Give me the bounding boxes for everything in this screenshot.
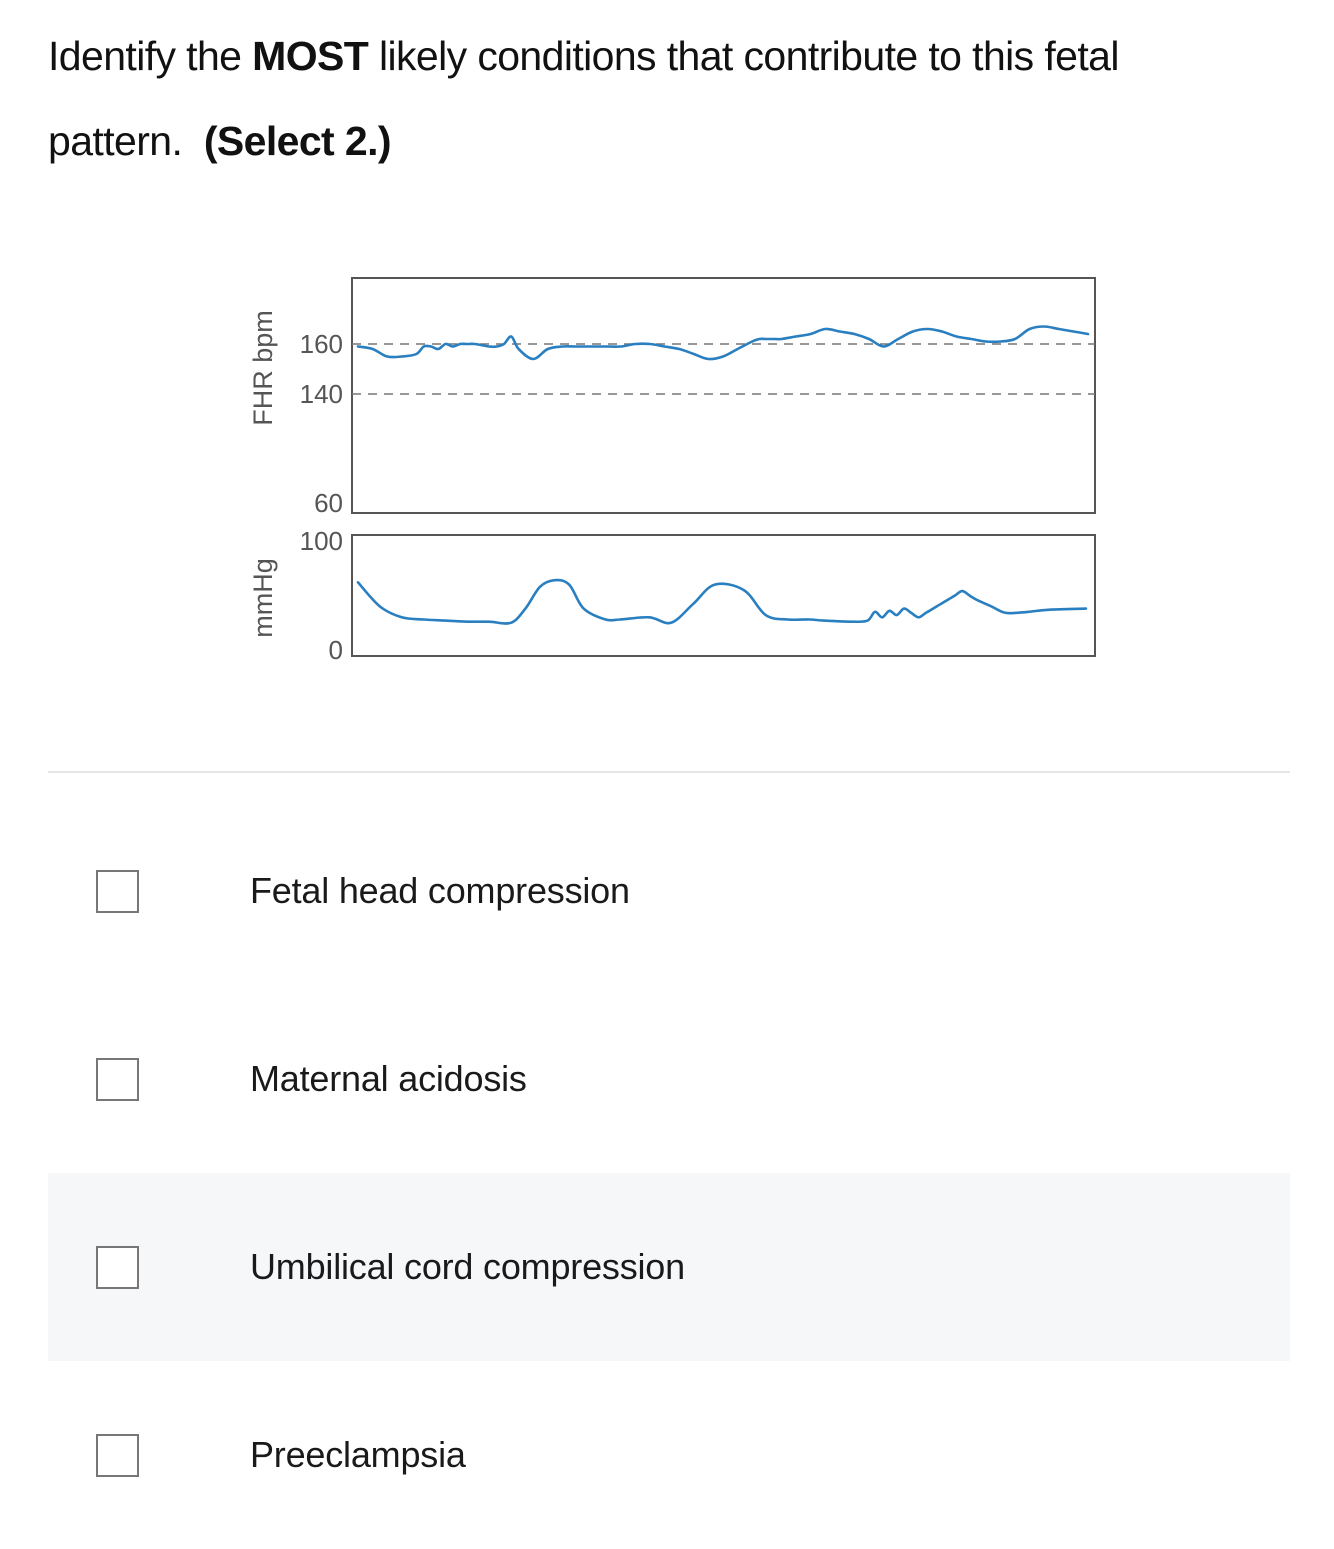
option-maternal-acidosis[interactable]: Maternal acidosis xyxy=(48,985,1290,1173)
uc-frame xyxy=(351,534,1096,657)
fhr-tick-label: 160 xyxy=(300,329,343,359)
uc-tick-label: 0 xyxy=(329,635,343,665)
option-label: Umbilical cord compression xyxy=(250,1246,685,1287)
uc-series-line xyxy=(356,578,1088,625)
uc-tick-label: 100 xyxy=(300,526,343,556)
fhr-tick-label: 140 xyxy=(300,379,343,409)
question-emphasis: MOST xyxy=(252,33,369,79)
fhr-tick-label: 60 xyxy=(314,488,343,518)
checkbox[interactable] xyxy=(96,1058,139,1101)
question-text: Identify the MOST likely conditions that… xyxy=(48,14,1248,184)
question-part-1: Identify the xyxy=(48,33,253,79)
fhr-panel: 60 140 160 FHR bpm xyxy=(248,277,1096,518)
divider xyxy=(48,771,1290,773)
fhr-frame xyxy=(351,277,1096,514)
option-umbilical-cord-compression[interactable]: Umbilical cord compression xyxy=(48,1173,1290,1361)
checkbox[interactable] xyxy=(96,1246,139,1289)
select-hint: (Select 2.) xyxy=(203,118,392,164)
option-label: Maternal acidosis xyxy=(250,1058,527,1099)
checkbox[interactable] xyxy=(96,870,139,913)
option-label: Preeclampsia xyxy=(250,1434,466,1475)
fhr-series-line xyxy=(356,325,1090,361)
option-label: Fetal head compression xyxy=(250,870,630,911)
checkbox[interactable] xyxy=(96,1434,139,1477)
question-part-2: likely conditions that contribute to thi… xyxy=(48,33,1119,164)
option-preeclampsia[interactable]: Preeclampsia xyxy=(48,1361,1290,1549)
fhr-axis-label: FHR bpm xyxy=(248,310,278,426)
option-fetal-head-compression[interactable]: Fetal head compression xyxy=(48,797,1290,985)
fetal-monitor-strip: 60 140 160 FHR bpm 0 100 mmHg xyxy=(230,260,1110,680)
uc-axis-label: mmHg xyxy=(248,558,278,638)
uc-panel: 0 100 mmHg xyxy=(248,526,1096,665)
